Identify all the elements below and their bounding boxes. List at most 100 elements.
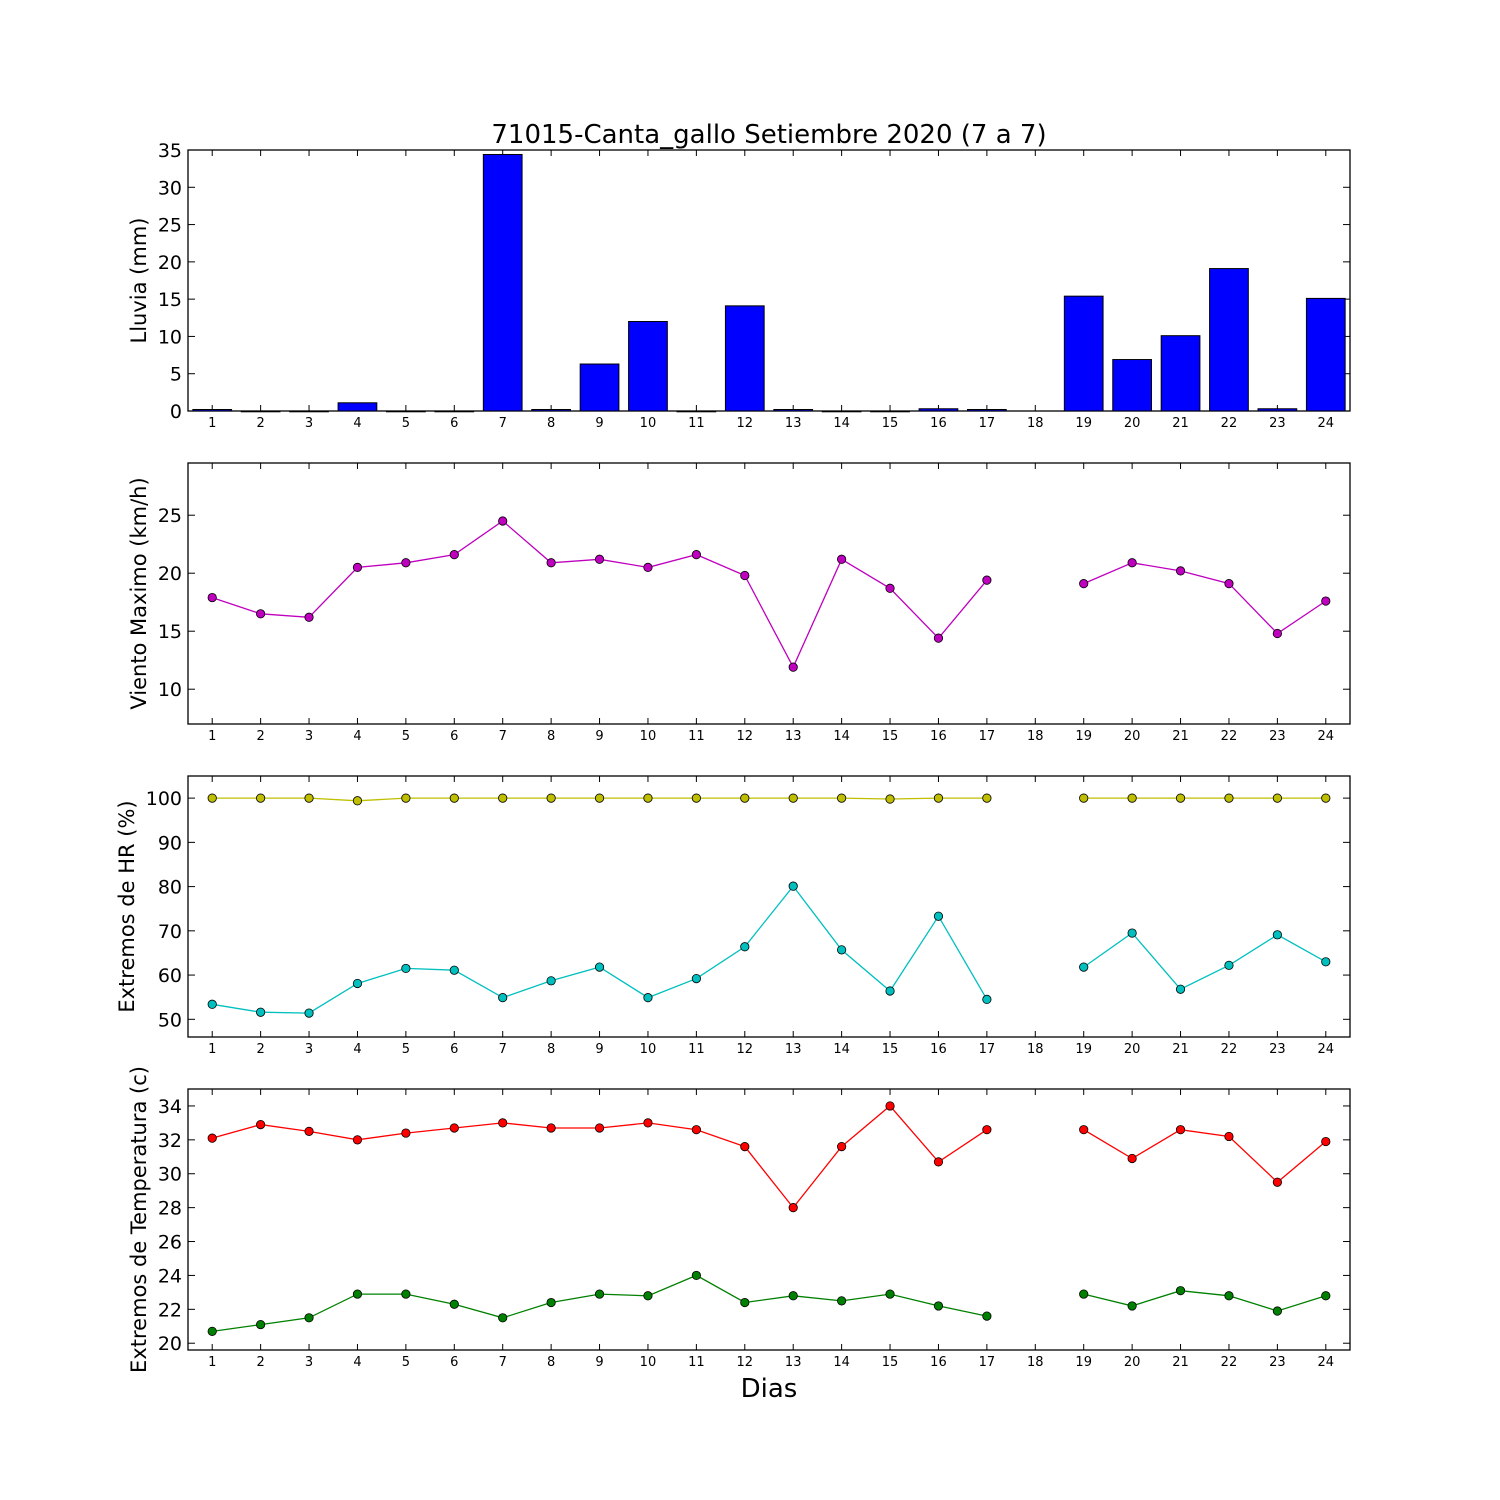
x-tick-label: 10 — [640, 416, 657, 431]
data-point — [498, 793, 508, 803]
data-point — [546, 1123, 556, 1133]
data-point — [691, 550, 701, 560]
y-tick-label: 28 — [158, 1198, 182, 1220]
bar — [1209, 268, 1249, 412]
data-point — [1175, 1125, 1186, 1135]
data-point — [498, 1118, 508, 1128]
data-point — [304, 1313, 314, 1323]
data-point — [546, 558, 556, 568]
data-point — [1321, 793, 1331, 803]
x-tick-label: 12 — [737, 416, 754, 431]
data-point — [352, 1289, 363, 1299]
x-tick-label: 22 — [1221, 1042, 1238, 1057]
data-point — [740, 1297, 750, 1308]
data-point — [1321, 957, 1331, 967]
x-tick-label: 1 — [208, 1042, 216, 1057]
data-point — [401, 1289, 411, 1299]
x-tick-label: 18 — [1027, 729, 1044, 744]
x-tick-label: 18 — [1027, 1355, 1044, 1370]
y-tick-label: 22 — [158, 1299, 182, 1321]
x-tick-label: 6 — [450, 729, 458, 744]
bar — [967, 409, 1007, 412]
x-tick-label: 1 — [208, 1355, 216, 1370]
y-axis-label: Lluvia (mm) — [127, 218, 151, 344]
data-point — [207, 999, 217, 1009]
data-point — [1079, 579, 1089, 589]
data-point — [256, 793, 266, 803]
data-point — [498, 1313, 508, 1323]
y-tick-label: 20 — [158, 563, 182, 585]
bar — [579, 363, 620, 412]
data-point — [594, 793, 605, 803]
data-point — [982, 575, 992, 585]
data-point — [1272, 793, 1282, 803]
bar — [531, 409, 571, 412]
y-tick-label: 0 — [170, 401, 182, 423]
y-tick-label: 15 — [158, 289, 182, 311]
data-point — [498, 993, 508, 1003]
bar — [289, 410, 329, 413]
data-point — [1224, 1291, 1234, 1301]
x-tick-label: 18 — [1027, 1042, 1044, 1057]
data-point — [643, 1291, 653, 1301]
bar — [482, 153, 523, 412]
bar — [628, 321, 668, 412]
data-point — [594, 962, 605, 972]
data-point — [933, 1157, 944, 1167]
x-tick-label: 4 — [353, 1042, 361, 1057]
data-point — [304, 1126, 314, 1136]
x-tick-label: 13 — [785, 1355, 802, 1370]
x-tick-label: 22 — [1221, 1355, 1238, 1370]
x-tick-label: 9 — [595, 1355, 603, 1370]
data-point — [788, 662, 798, 672]
x-tick-label: 16 — [930, 729, 947, 744]
data-point — [1127, 793, 1137, 803]
x-tick-label: 9 — [595, 729, 603, 744]
data-point — [256, 1319, 266, 1330]
data-point — [691, 974, 701, 984]
data-point — [304, 612, 314, 622]
data-point — [1079, 1125, 1089, 1135]
x-tick-label: 13 — [785, 1042, 802, 1057]
x-tick-label: 19 — [1075, 729, 1092, 744]
series-line — [1083, 562, 1327, 635]
data-point — [594, 1123, 605, 1133]
data-point — [1224, 579, 1234, 589]
x-tick-label: 5 — [402, 1042, 410, 1057]
data-point — [1224, 793, 1234, 803]
x-tick-label: 22 — [1221, 729, 1238, 744]
x-tick-label: 2 — [256, 1042, 264, 1057]
data-point — [449, 793, 459, 803]
data-point — [837, 793, 847, 803]
x-tick-label: 15 — [882, 416, 899, 431]
x-tick-label: 15 — [882, 729, 899, 744]
x-tick-label: 3 — [305, 1355, 313, 1370]
y-tick-label: 34 — [158, 1096, 182, 1118]
data-point — [691, 1125, 701, 1135]
y-axis-label: Viento Maximo (km/h) — [127, 477, 151, 709]
data-point — [643, 993, 653, 1003]
x-tick-label: 20 — [1124, 1355, 1141, 1370]
bar — [192, 409, 233, 412]
x-tick-label: 16 — [930, 416, 947, 431]
x-tick-label: 24 — [1318, 1042, 1335, 1057]
x-tick-label: 21 — [1172, 729, 1189, 744]
plot-frame — [187, 1088, 1351, 1351]
data-point — [933, 1301, 944, 1311]
x-tick-label: 24 — [1318, 1355, 1335, 1370]
y-tick-label: 70 — [158, 921, 182, 943]
y-axis-label: Extremos de Temperatura (c) — [127, 1066, 151, 1373]
bar — [434, 410, 475, 413]
data-point — [304, 1008, 314, 1018]
x-tick-label: 13 — [785, 416, 802, 431]
data-point — [837, 1142, 847, 1152]
x-tick-label: 5 — [402, 416, 410, 431]
x-tick-label: 6 — [450, 416, 458, 431]
data-point — [449, 550, 459, 560]
data-point — [837, 945, 847, 955]
data-point — [788, 1203, 798, 1213]
x-tick-label: 19 — [1075, 1042, 1092, 1057]
